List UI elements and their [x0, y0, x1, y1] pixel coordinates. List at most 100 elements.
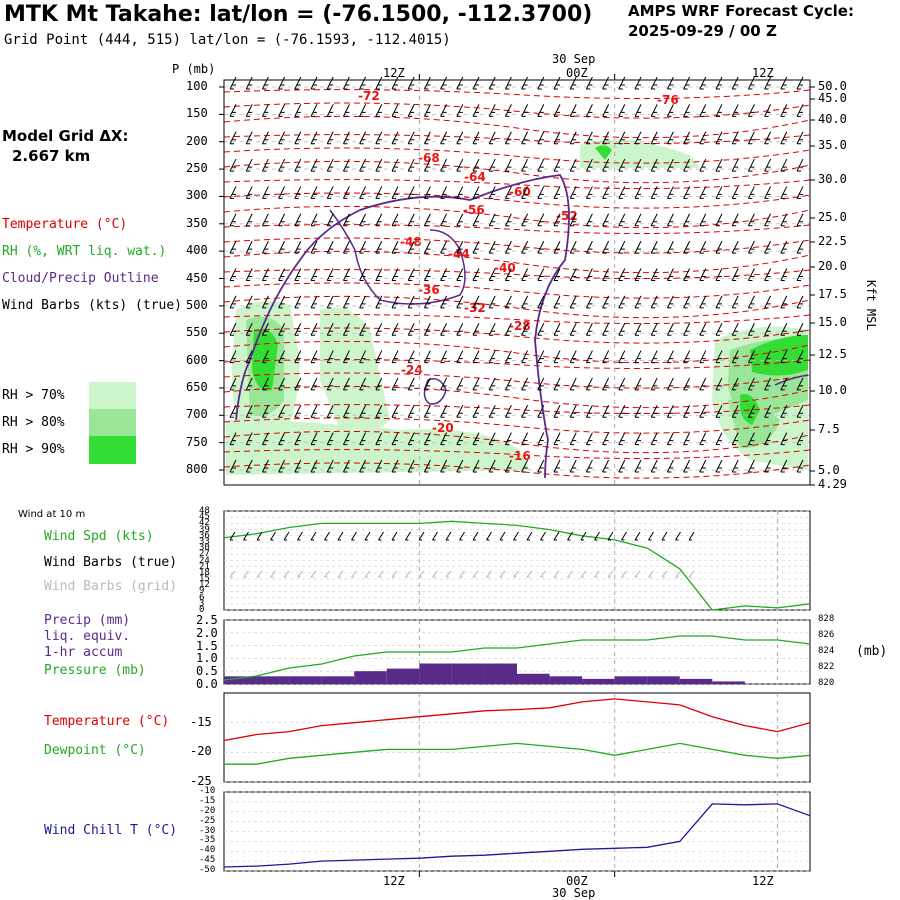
wind-barb [488, 459, 496, 473]
wind-barb [375, 240, 383, 254]
wind-barb [423, 186, 431, 199]
wind-barb [715, 268, 723, 281]
wind-barb [391, 213, 399, 227]
wind-barb [553, 295, 561, 309]
wind-barb [602, 76, 610, 90]
isotherm [223, 385, 811, 409]
wind-barb [504, 76, 512, 90]
chill-tick-label: -20 [199, 805, 216, 816]
wind-barb [747, 377, 755, 391]
wind-barb [747, 131, 755, 145]
wind-barb [488, 104, 496, 117]
wind-barb [602, 158, 610, 172]
chill-tick-label: -25 [199, 815, 216, 826]
wind-speed-line [223, 520, 811, 611]
model-grid-value: 2.667 km [12, 147, 91, 165]
pressure-tick-label: 824 [818, 646, 835, 656]
wind-barb [764, 268, 772, 281]
wind-barb [764, 432, 772, 446]
wind-barb [650, 268, 658, 281]
wind-barb [537, 158, 545, 172]
pressure-tick-label: 820 [818, 678, 835, 688]
wind-barb [278, 322, 286, 336]
surface-wind-barb-grid [256, 570, 263, 578]
wind-barb [310, 432, 318, 446]
wind-barb [310, 213, 318, 227]
surface-wind-barb-true [418, 531, 425, 541]
wind-barb [569, 459, 577, 473]
wind-barb [553, 186, 561, 199]
wind-barb [261, 268, 269, 281]
wind-barb [780, 104, 788, 117]
bottom-date-label: 30 Sep [552, 886, 596, 900]
surface-wind-barb-true [364, 531, 371, 541]
temperature-contour-label: -44 [448, 247, 470, 261]
wind-barb [359, 350, 367, 364]
wind-barb [278, 158, 286, 172]
wind-barb [553, 158, 561, 172]
wind-barb [683, 213, 691, 227]
wind-barb [326, 432, 334, 446]
wind-barb [391, 350, 399, 364]
wind-barb [618, 295, 626, 309]
wind-barb [602, 131, 610, 145]
pressure-tick-label: 650 [186, 379, 208, 394]
wind-barb [423, 131, 431, 145]
wind-barb [423, 322, 431, 336]
upper-date-label: 30 Sep [552, 52, 596, 66]
wind-barb [634, 158, 642, 172]
wind-barb [278, 295, 286, 309]
wind-barb [472, 158, 480, 172]
wind-barb [440, 76, 448, 90]
dewpoint-label: Dewpoint (°C) [44, 743, 146, 758]
wind-barb [342, 405, 350, 418]
wind-barb [375, 268, 383, 281]
wind-barb [796, 240, 804, 254]
wind-barb [731, 76, 739, 90]
wind-barb [569, 158, 577, 172]
legend-rh90-label: RH > 90% [2, 442, 65, 457]
wind-barb [715, 432, 723, 446]
wind-barb [537, 240, 545, 254]
wind-barb [585, 459, 593, 473]
wind-barb [294, 104, 302, 117]
wind-barb [407, 213, 415, 227]
surface-wind-barb-true [607, 531, 614, 541]
wind-barb [423, 240, 431, 254]
wind-barb [375, 76, 383, 90]
wind-barb [537, 104, 545, 117]
wind-barb [747, 295, 755, 309]
wind-barb [359, 377, 367, 391]
pressure-tick-label: 300 [186, 188, 208, 203]
wind-barb [472, 459, 480, 473]
wind-barb [423, 104, 431, 117]
wind-barb [456, 295, 464, 309]
wind-barb [504, 158, 512, 172]
wind-barb [699, 240, 707, 254]
wind-speed-label: Wind Spd (kts) [44, 529, 154, 544]
surface-wind-barb-grid [283, 570, 290, 578]
wind-barb [261, 405, 269, 418]
temperature-contour-label: -20 [432, 421, 454, 435]
temperature-contour-label: -24 [401, 363, 423, 377]
wind-barb [294, 131, 302, 145]
wind-barb [650, 295, 658, 309]
surface-wind-barb-true [432, 531, 438, 541]
wind-barb [715, 186, 723, 199]
wind-barb [261, 186, 269, 199]
wind-barb [764, 213, 772, 227]
wind-barb [764, 76, 772, 90]
wind-barb [521, 295, 529, 309]
wind10-tick-label: 30 [199, 543, 210, 554]
isotherm [223, 269, 811, 280]
wind-barb [731, 459, 739, 473]
wind-barb [699, 268, 707, 281]
wind-barb [780, 158, 788, 172]
wind-barb [521, 322, 529, 336]
wind-barb [261, 240, 269, 254]
wind-barb [634, 322, 642, 336]
chill-tick-label: -30 [199, 825, 216, 836]
surface-wind-barb-grid [486, 570, 492, 578]
wind-barb [537, 459, 545, 473]
wind-barb [407, 268, 415, 281]
